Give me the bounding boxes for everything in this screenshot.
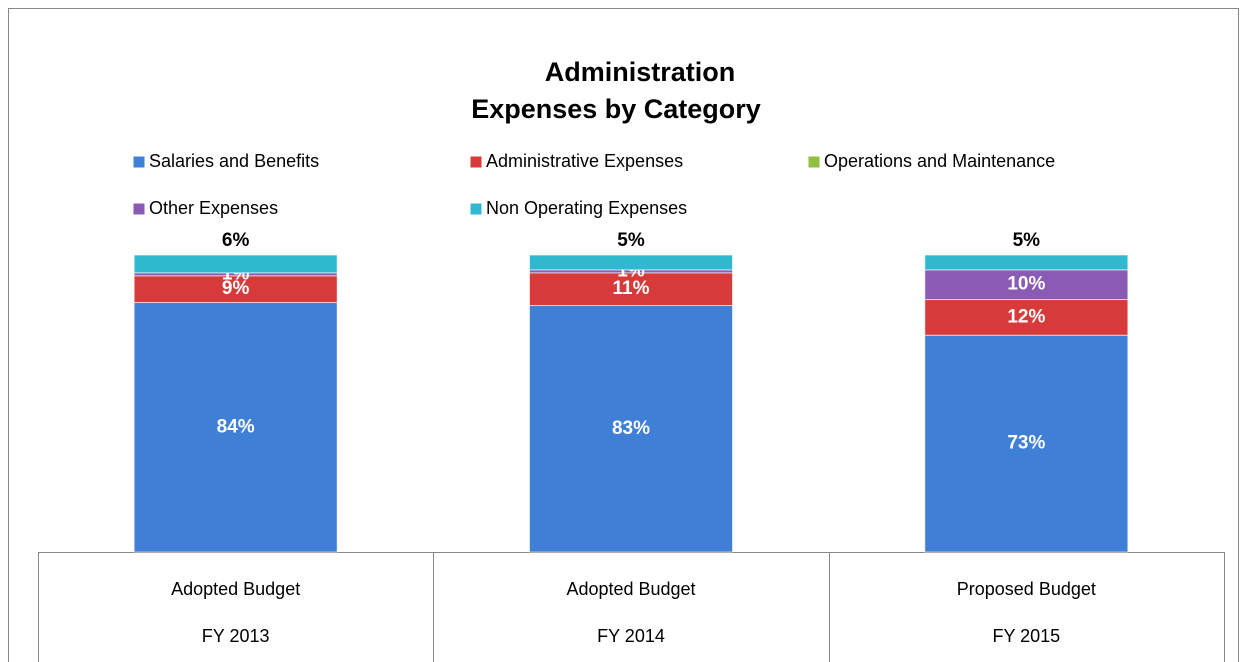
data-label: 84% <box>217 416 255 437</box>
x-tick-label: Adopted Budget <box>171 579 300 599</box>
bar-segment <box>529 254 733 271</box>
bar-segment <box>924 334 1129 553</box>
x-tick-label: FY 2015 <box>992 626 1060 646</box>
chart-title: Administration <box>545 57 736 87</box>
legend-swatch <box>132 155 146 169</box>
legend-swatch <box>469 202 483 216</box>
x-tick-label: FY 2013 <box>202 626 270 646</box>
legend-label: Administrative Expenses <box>486 151 683 171</box>
chart-frame <box>8 8 1239 662</box>
bar-segment <box>924 254 1129 271</box>
legend-swatch <box>132 202 146 216</box>
data-label: 83% <box>612 418 650 439</box>
legend-label: Other Expenses <box>149 198 278 218</box>
data-label: 5% <box>617 230 645 251</box>
legend-label: Operations and Maintenance <box>824 151 1055 171</box>
data-label: 5% <box>1013 230 1041 251</box>
bar-segment <box>529 272 733 306</box>
x-tick-label: Adopted Budget <box>566 579 695 599</box>
bar-segment <box>529 304 733 553</box>
bar-segment <box>924 299 1129 336</box>
data-label: 12% <box>1007 306 1045 327</box>
legend-label: Non Operating Expenses <box>486 198 687 218</box>
bar-segment <box>133 302 338 553</box>
data-label: 73% <box>1007 433 1045 454</box>
bar-segment <box>133 275 338 304</box>
bar-segment <box>133 254 338 274</box>
x-tick-label: Proposed Budget <box>957 579 1096 599</box>
data-label: 10% <box>1007 274 1045 295</box>
bar-segment <box>924 269 1129 301</box>
chart-title: Expenses by Category <box>471 94 761 124</box>
x-tick-label: FY 2014 <box>597 626 665 646</box>
legend-swatch <box>807 155 821 169</box>
legend-label: Salaries and Benefits <box>149 151 319 171</box>
legend-swatch <box>469 155 483 169</box>
data-label: 11% <box>613 278 650 299</box>
data-label: 9% <box>222 278 250 299</box>
data-label: 6% <box>222 230 250 251</box>
